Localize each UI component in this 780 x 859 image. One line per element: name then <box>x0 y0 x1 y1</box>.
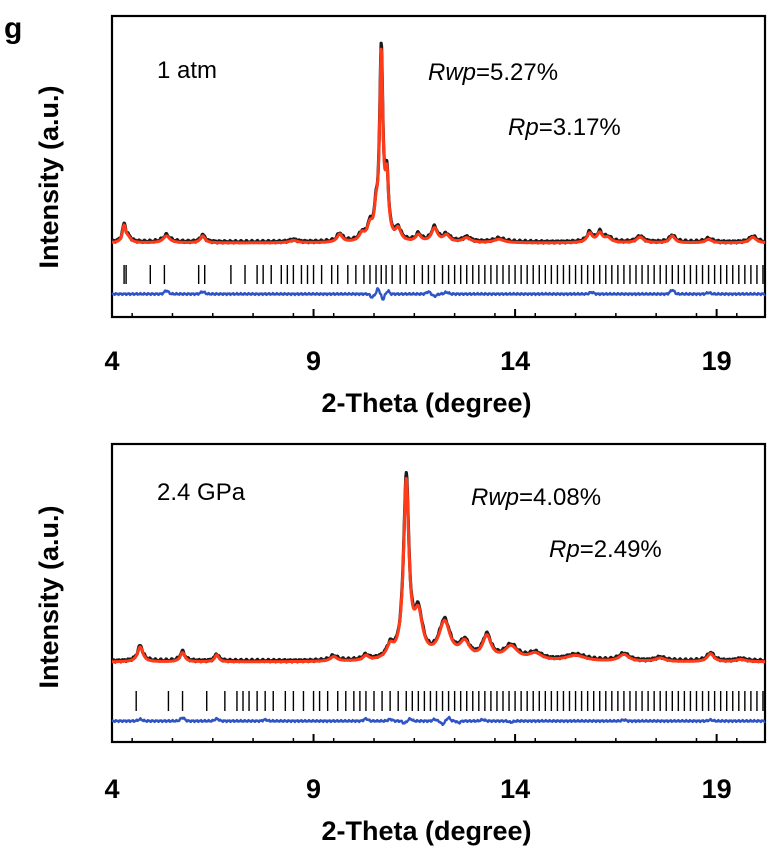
rp-label-1: Rp=2.49% <box>549 536 662 563</box>
y-axis-title-0: Intensity (a.u.) <box>34 85 64 268</box>
panel-label: g <box>4 12 22 45</box>
rwp-value-1: =4.08% <box>519 484 601 511</box>
x-tick-label-19-1: 19 <box>702 774 732 804</box>
x-tick-label-14-0: 14 <box>500 346 530 376</box>
x-axis-title-0: 2-Theta (degree) <box>321 388 531 418</box>
rp-value-0: =3.17% <box>539 114 621 141</box>
rwp-label-0: Rwp=5.27% <box>428 59 558 86</box>
x-tick-label-19-0: 19 <box>702 346 732 376</box>
calculated-pattern-line-1 <box>110 476 767 664</box>
x-tick-label-4-0: 4 <box>104 346 119 376</box>
rp-symbol-1: Rp <box>549 536 580 563</box>
x-tick-label-9-0: 9 <box>306 346 321 376</box>
condition-label-0: 1 atm <box>157 57 217 84</box>
calculated-pattern-line-0 <box>110 47 767 245</box>
chart-panel-2p4gpa: 4 9 14 19 2-Theta (degree) Intensity (a.u.) 2.… <box>34 442 767 846</box>
difference-curve-line-1 <box>111 715 766 727</box>
rwp-symbol-1: Rwp <box>471 484 519 511</box>
rwp-symbol-0: Rwp <box>428 59 476 86</box>
chart-panel-1atm: 4 9 14 19 2-Theta (degree) Intensity (a.u.) 1 … <box>34 14 767 418</box>
x-axis-title-1: 2-Theta (degree) <box>321 816 531 846</box>
rp-value-1: =2.49% <box>580 536 662 563</box>
difference-curve-line-0 <box>111 287 766 301</box>
rp-label-0: Rp=3.17% <box>508 114 621 141</box>
y-axis-title-1: Intensity (a.u.) <box>34 505 64 688</box>
plot-frame-0 <box>110 14 767 319</box>
condition-label-1: 2.4 GPa <box>157 479 246 506</box>
x-tick-label-9-1: 9 <box>306 774 321 804</box>
x-tick-label-14-1: 14 <box>500 774 530 804</box>
rp-symbol-0: Rp <box>508 114 539 141</box>
x-tick-label-4-1: 4 <box>104 774 119 804</box>
rwp-label-1: Rwp=4.08% <box>471 484 601 511</box>
plot-frame-1 <box>110 442 767 744</box>
rwp-value-0: =5.27% <box>476 59 558 86</box>
